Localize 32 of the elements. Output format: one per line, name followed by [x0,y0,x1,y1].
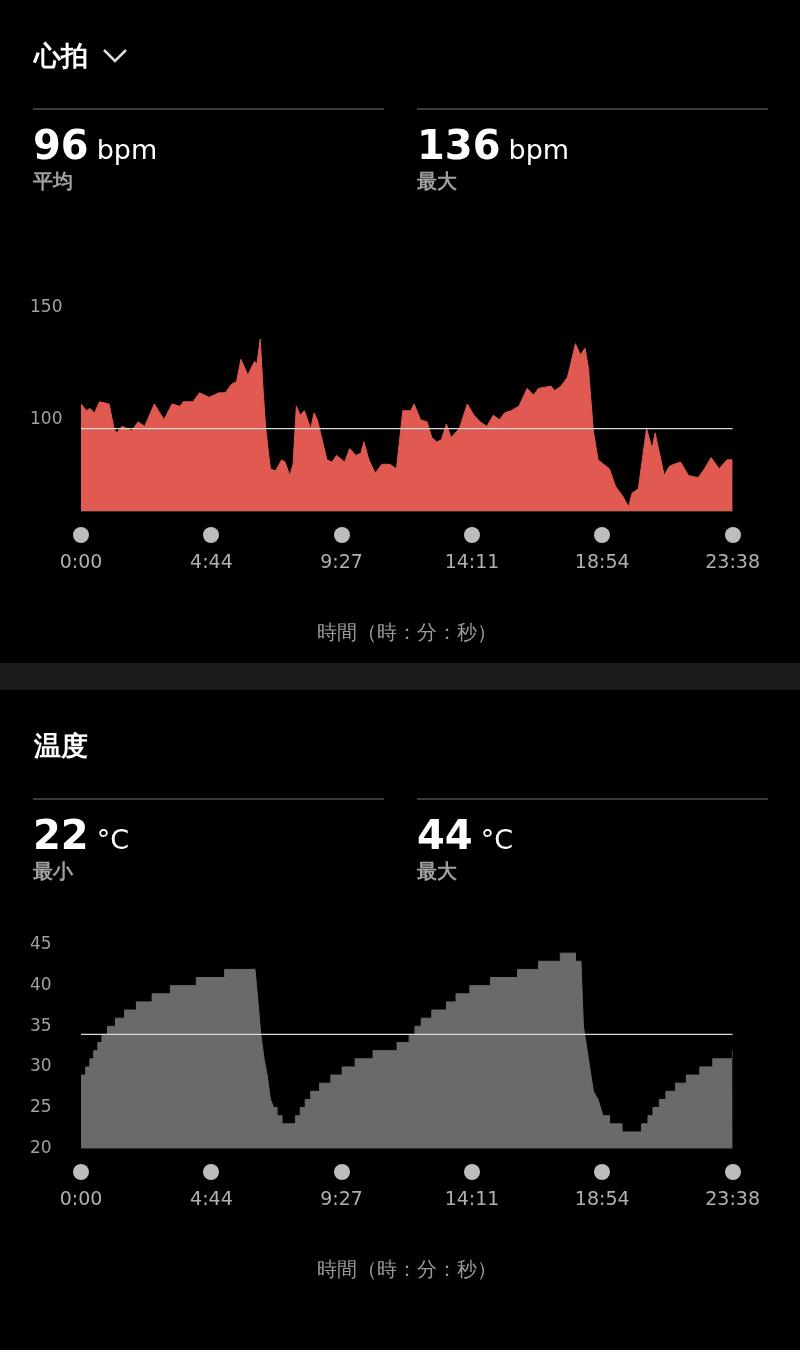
y-tick-label: 20 [30,1136,52,1157]
y-tick-label: 45 [30,933,52,954]
x-tick-label: 4:44 [190,1186,233,1209]
x-tick-label: 14:11 [444,549,500,572]
x-tick-label: 0:00 [59,1186,103,1209]
text: 22 °C [33,812,130,858]
y-tick-label: 40 [30,974,52,995]
x-axis-title: 時間（時：分：秒） [316,620,497,645]
x-tick-label: 23:38 [705,1186,761,1209]
x-tick-label: 18:54 [574,1186,630,1209]
text: 最大 [417,168,458,195]
x-tick-label: 23:38 [705,549,761,572]
text: 平均 [33,168,74,195]
text: 最大 [417,858,458,885]
text: 44 °C [417,812,514,858]
x-tick-label: 0:00 [59,549,103,572]
x-tick-label: 9:27 [320,1186,363,1209]
x-tick-label: 18:54 [574,549,630,572]
y-tick-label: 30 [30,1055,52,1076]
y-tick-label: 25 [30,1095,52,1116]
y-tick-label: 100 [30,408,63,429]
y-tick-label: 35 [30,1014,52,1035]
x-tick-label: 4:44 [190,549,233,572]
y-tick-label: 150 [30,296,63,317]
x-axis-title: 時間（時：分：秒） [316,1257,497,1282]
text: 最小 [33,858,74,885]
text: 136 bpm [417,122,570,168]
x-tick-label: 14:11 [444,1186,500,1209]
text: 96 bpm [33,122,158,168]
chart-title: 心拍 [34,39,88,73]
chart-title: 温度 [34,729,88,763]
x-tick-label: 9:27 [320,549,363,572]
